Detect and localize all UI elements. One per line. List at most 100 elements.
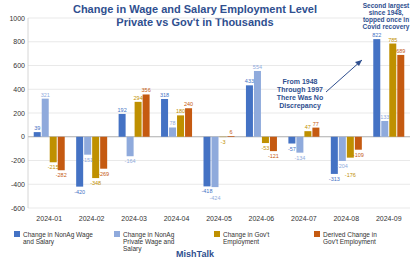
annotation-line: There Was No (277, 94, 323, 101)
annotation-line: From 1948 (282, 78, 317, 85)
footer: MishTalk (176, 249, 215, 259)
legend-swatch (14, 231, 20, 237)
data-label: -215 (48, 164, 59, 170)
legend-swatch (314, 231, 320, 237)
legend-line: Employment (223, 238, 259, 246)
grid-line (28, 18, 410, 19)
data-label: -134 (294, 155, 305, 161)
legend-swatch (214, 231, 220, 237)
bar (100, 137, 107, 169)
legend-line: and Salary (23, 238, 55, 246)
x-tick-label: 2024-04 (164, 215, 190, 222)
data-label: 133 (380, 114, 389, 120)
bar (304, 131, 311, 137)
data-label: -121 (268, 153, 279, 159)
bar (185, 108, 192, 137)
grid-line (28, 89, 410, 90)
bar (339, 137, 346, 161)
bar (381, 121, 388, 137)
legend-swatch (114, 231, 120, 237)
data-label: -151 (82, 157, 93, 163)
legend-line: Salary (123, 245, 142, 253)
data-label: 6 (229, 129, 232, 135)
data-label: 180 (176, 108, 185, 114)
bar (389, 44, 396, 137)
bar (161, 99, 168, 137)
y-tick-label: 0 (21, 133, 25, 140)
annotation-line: Discrepancy (279, 102, 321, 110)
annotation-line: Through 1997 (277, 86, 323, 94)
data-label: -420 (74, 189, 85, 195)
x-tick-label: 2024-07 (291, 215, 317, 222)
data-label: 689 (396, 48, 405, 54)
data-label: -418 (201, 188, 212, 194)
legend-line: Gov't Employment (323, 238, 376, 246)
y-tick-label: -600 (11, 205, 25, 212)
legend-label: Derived Change inGov't Employment (323, 231, 377, 246)
data-label: -424 (209, 195, 220, 201)
legend-label: Change in NonAg Wageand Salary (23, 231, 93, 246)
bar (288, 137, 295, 144)
x-tick-label: 2024-05 (206, 215, 232, 222)
bar (34, 132, 41, 137)
annotation-line: Covid recovery (363, 23, 410, 31)
grid-line (28, 113, 410, 114)
data-label: 77 (313, 121, 319, 127)
data-label: -109 (353, 152, 364, 158)
bar (50, 137, 57, 163)
legend-label: Change in NonAgPrivate Wage andSalary (123, 231, 175, 253)
arrow-head (355, 60, 362, 66)
bar (143, 94, 150, 136)
y-axis (28, 18, 29, 208)
annotation-arrow (326, 60, 362, 92)
title: Change in Wage and Salary Employment Lev… (73, 3, 317, 15)
bar (84, 137, 91, 155)
bar (296, 137, 303, 153)
y-tick-label: 200 (13, 110, 25, 117)
data-label: 554 (253, 64, 262, 70)
bar (355, 137, 362, 150)
bar (212, 137, 219, 187)
x-tick-label: 2024-01 (36, 215, 62, 222)
bar (42, 99, 49, 137)
bar (246, 85, 253, 136)
x-tick-label: 2024-02 (79, 215, 105, 222)
bars (34, 39, 405, 187)
data-label: -164 (125, 158, 136, 164)
bar (177, 115, 184, 136)
data-label: 318 (160, 92, 169, 98)
x-tick-label: 2024-08 (333, 215, 359, 222)
data-label: 321 (41, 92, 50, 98)
y-tick-label: 1000 (9, 15, 25, 22)
bar (262, 137, 269, 143)
data-label: 240 (184, 101, 193, 107)
bar (373, 39, 380, 137)
y-tick-label: 400 (13, 86, 25, 93)
bar (58, 137, 65, 170)
x-tick-label: 2024-09 (376, 215, 402, 222)
data-label: 785 (388, 37, 397, 43)
data-label: 47 (305, 124, 311, 130)
data-label: -57 (288, 146, 296, 152)
data-label: 192 (118, 107, 127, 113)
data-label: 356 (142, 87, 151, 93)
data-label: -282 (56, 172, 67, 178)
grid-line (28, 65, 410, 66)
bar (270, 137, 277, 151)
data-label: 78 (169, 120, 175, 126)
bar (127, 137, 134, 156)
grid-line (28, 41, 410, 42)
x-tick-label: 2024-06 (249, 215, 275, 222)
bar (312, 128, 319, 137)
bar (169, 127, 176, 136)
data-label: -313 (329, 176, 340, 182)
data-label: -3 (221, 139, 226, 145)
chart: Change in Wage and Salary Employment Lev… (0, 0, 415, 260)
y-tick-label: -200 (11, 157, 25, 164)
y-tick-label: -400 (11, 181, 25, 188)
bar (397, 55, 404, 137)
bar (204, 137, 211, 187)
bar (119, 114, 126, 137)
data-label: 39 (34, 125, 40, 131)
grid-line (28, 208, 410, 209)
